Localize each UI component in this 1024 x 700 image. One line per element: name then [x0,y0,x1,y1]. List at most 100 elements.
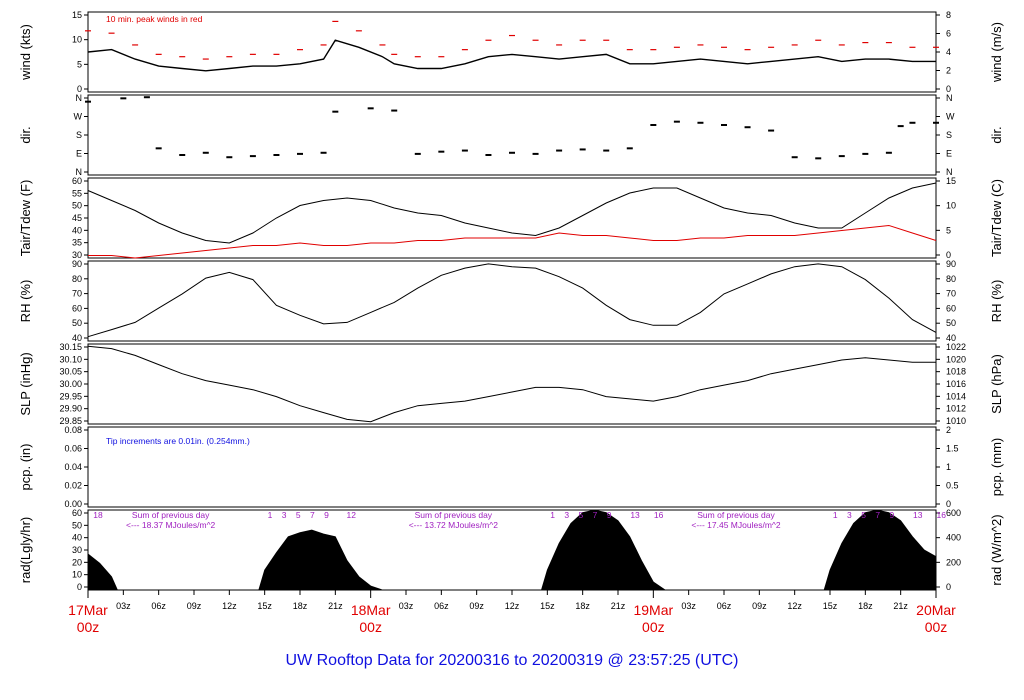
hour-mark: 1 [268,510,273,520]
x-tick-label: 18z [575,601,590,611]
left-tick-label: 0 [77,84,82,94]
hour-mark: 5 [296,510,301,520]
right-tick-label: 90 [946,259,956,269]
hour-mark: 5 [861,510,866,520]
right-tick-label: E [946,149,952,159]
left-tick-label: 80 [72,274,82,284]
right-tick-label: 2 [946,425,951,435]
left-tick-label: N [76,167,83,177]
x-tick-label: 09z [469,601,484,611]
right-tick-label: 10 [946,201,956,211]
left-tick-label: 40 [72,333,82,343]
x-tick-label: 03z [681,601,696,611]
right-tick-label: 1020 [946,354,966,364]
right-tick-label: 1016 [946,379,966,389]
day-label-time: 00z [925,619,948,635]
x-tick-label: 18z [293,601,308,611]
day-label-date: 18Mar [351,602,391,618]
left-tick-label: 0.00 [64,499,82,509]
right-tick-label: 0 [946,250,951,260]
day-label-time: 00z [77,619,100,635]
hour-mark: 1 [550,510,555,520]
left-axis-title: SLP (inHg) [18,352,33,415]
hour-mark: 16 [654,510,664,520]
panel-annotation: 10 min. peak winds in red [106,14,203,24]
x-tick-label: 12z [505,601,520,611]
right-tick-label: 15 [946,176,956,186]
left-axis-title: Tair/Tdew (F) [18,180,33,257]
left-tick-label: 60 [72,176,82,186]
left-axis-title: rad(Lgly/hr) [18,517,33,583]
panel-frame [87,11,937,93]
right-tick-label: 600 [946,508,961,518]
right-axis-title: pcp. (mm) [989,438,1004,497]
hour-mark: 7 [875,510,880,520]
left-tick-label: 30.10 [59,354,82,364]
daily-sum-value: <--- 18.37 MJoules/m^2 [126,520,216,530]
left-axis-title: RH (%) [18,280,33,323]
left-tick-label: 55 [72,188,82,198]
day-label-date: 20Mar [916,602,956,618]
x-tick-label: 03z [116,601,131,611]
left-tick-label: E [76,149,82,159]
right-tick-label: 1010 [946,416,966,426]
left-tick-label: 90 [72,259,82,269]
day-label-date: 19Mar [633,602,673,618]
left-tick-label: 29.85 [59,416,82,426]
right-tick-label: 0 [946,582,951,592]
panel-annotation: Tip increments are 0.01in. (0.254mm.) [106,436,250,446]
panel-wind: 0 5 10 15 0 2 4 6 8 wind (kts) wind (m/s) 10 min. p… [18,10,1004,94]
x-tick-label: 03z [399,601,414,611]
x-tick-label: 12z [787,601,802,611]
x-tick-label: 18z [858,601,873,611]
panel-slp: 29.85 29.90 29.95 30.00 30.05 30.10 30.15 1010 1… [18,342,1004,426]
right-axis-title: SLP (hPa) [989,354,1004,414]
left-tick-label: 30.15 [59,342,82,352]
hour-mark: 5 [579,510,584,520]
x-tick-label: 06z [434,601,449,611]
left-axis-title: pcp. (in) [18,444,33,491]
x-tick-label: 21z [611,601,626,611]
left-tick-label: 0.08 [64,425,82,435]
x-tick-label: 21z [893,601,908,611]
right-tick-label: 80 [946,274,956,284]
right-tick-label: 1 [946,462,951,472]
right-tick-label: 1.5 [946,444,959,454]
x-axis: 03z 06z 09z 12z 15z 18z 21z 03z 06z 09z 12z 15z 18z 2… [68,589,956,635]
daily-sum-value: <--- 13.72 MJoules/m^2 [409,520,499,530]
x-tick-label: 15z [540,601,555,611]
daily-sum-label: Sum of previous day [415,510,493,520]
hour-mark: 13 [913,510,923,520]
panel-frame [87,177,937,259]
right-tick-label: 60 [946,303,956,313]
x-tick-label: 06z [151,601,166,611]
day-label-time: 00z [642,619,665,635]
left-tick-label: 60 [72,508,82,518]
hour-mark: 18 [93,510,103,520]
right-tick-label: 400 [946,533,961,543]
left-axis-title: dir. [18,126,33,143]
right-tick-label: 200 [946,557,961,567]
right-tick-label: 2 [946,66,951,76]
hour-mark: 3 [847,510,852,520]
left-tick-label: 50 [72,201,82,211]
right-axis-title: RH (%) [989,280,1004,323]
daily-sum-label: Sum of previous day [132,510,210,520]
right-tick-label: 70 [946,289,956,299]
hour-mark: 9 [324,510,329,520]
left-tick-label: 0.06 [64,444,82,454]
x-tick-label: 15z [257,601,272,611]
left-tick-label: 0.04 [64,462,82,472]
left-axis-title: wind (kts) [18,24,33,81]
hour-mark: 9 [889,510,894,520]
series-wind [87,39,936,72]
right-tick-label: 0.5 [946,481,959,491]
x-tick-label: 15z [823,601,838,611]
daily-sum-label: Sum of previous day [697,510,775,520]
left-tick-label: W [74,112,83,122]
left-tick-label: 15 [72,10,82,20]
right-tick-label: 50 [946,318,956,328]
